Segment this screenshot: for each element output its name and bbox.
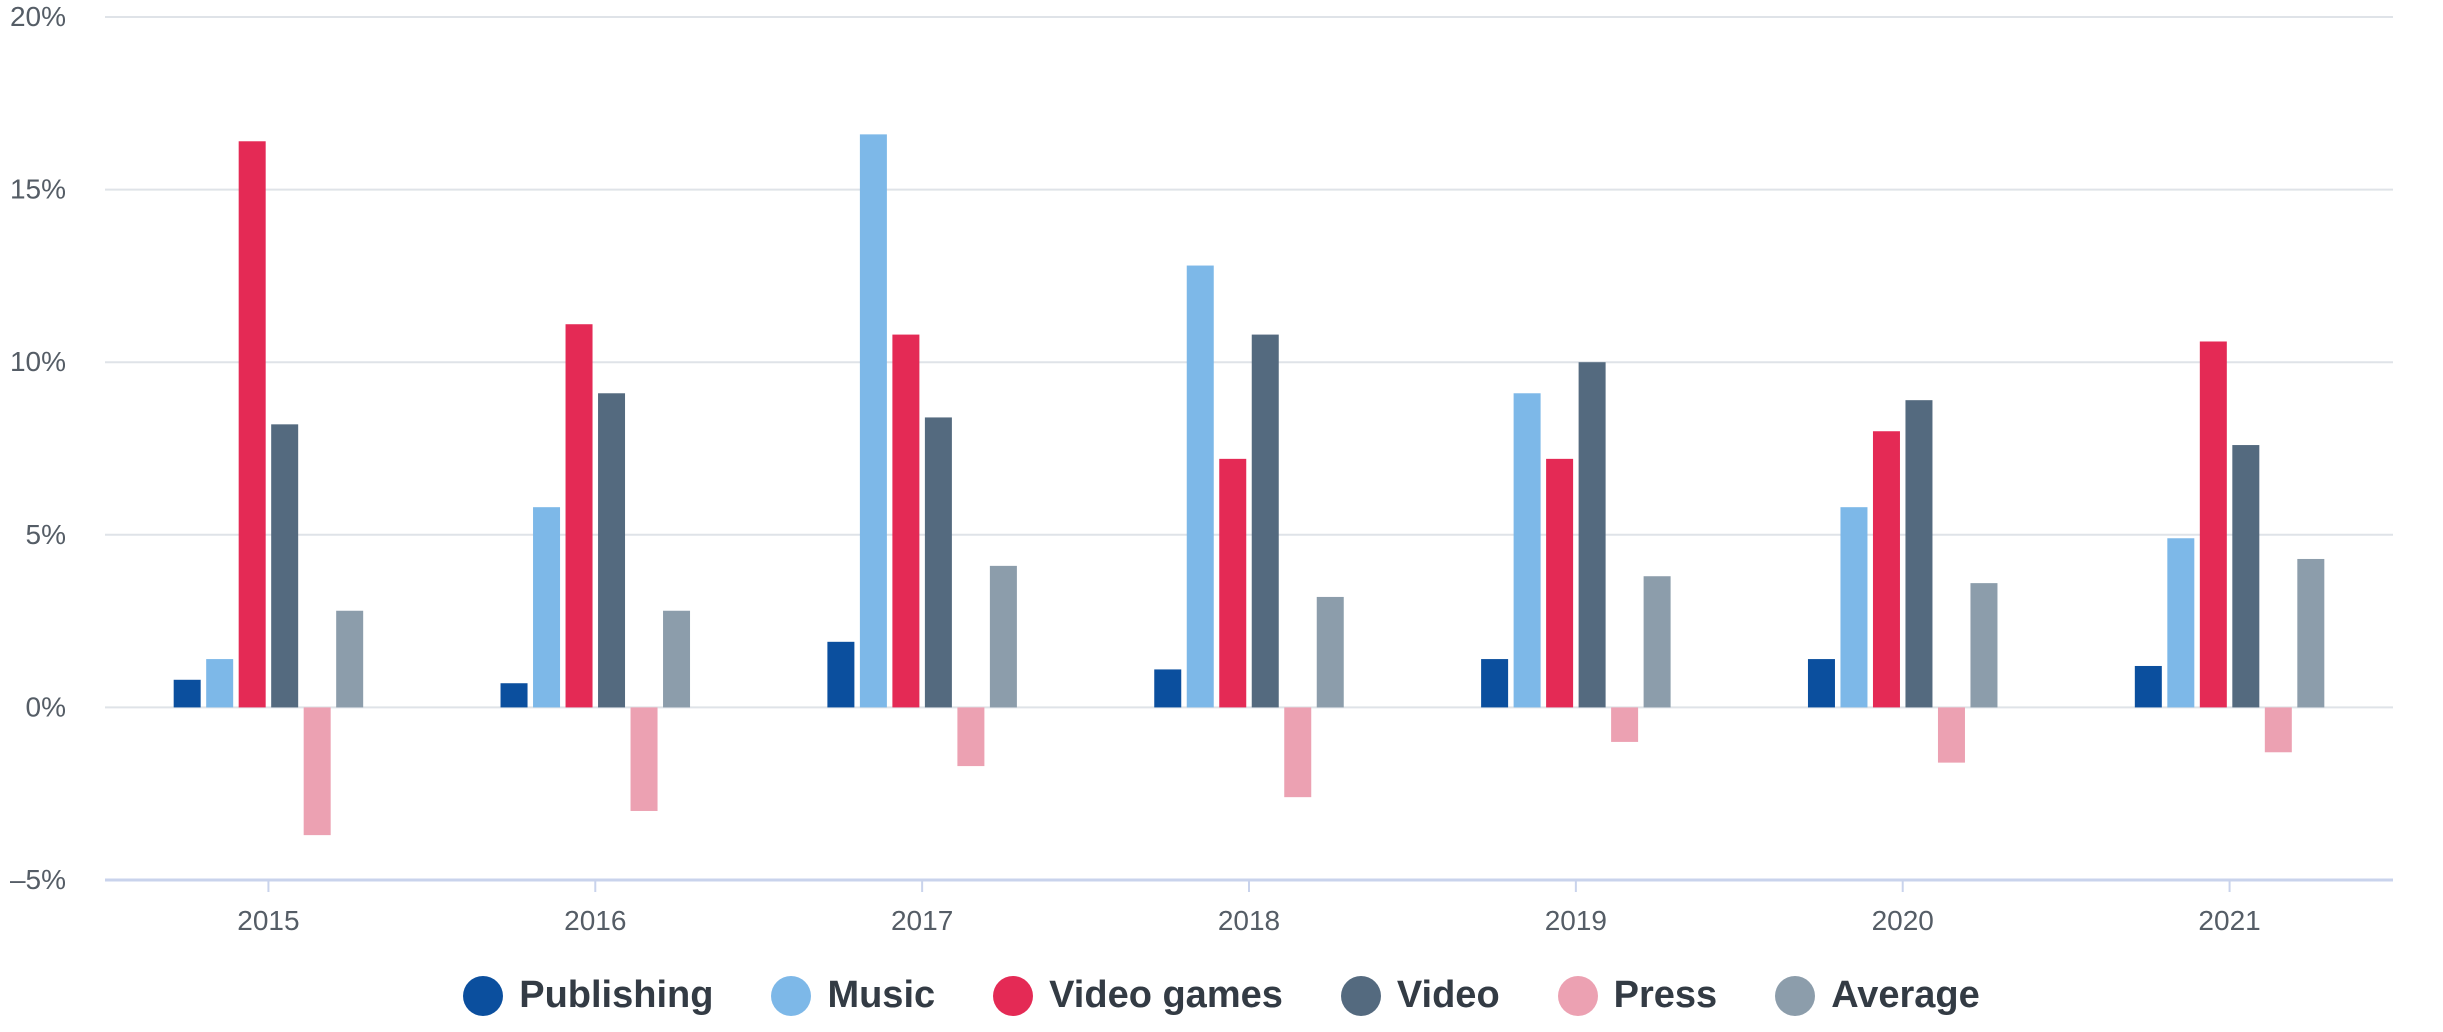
bar-music-2015: [206, 659, 234, 708]
bar-music-2016: [533, 507, 561, 708]
bar-publishing-2016: [500, 683, 528, 708]
bar-video-games-2021: [2199, 341, 2227, 708]
bar-video-2015: [271, 424, 299, 708]
bar-video-games-2016: [565, 324, 593, 708]
bar-average-2015: [336, 610, 364, 708]
x-tick-label: 2021: [2198, 905, 2260, 936]
bar-average-2021: [2297, 558, 2325, 708]
legend-label: Video games: [1049, 974, 1283, 1016]
x-tick-label: 2016: [564, 905, 626, 936]
bar-video-games-2019: [1546, 458, 1574, 708]
bar-publishing-2018: [1154, 669, 1182, 708]
bar-average-2016: [663, 610, 691, 708]
legend-label: Average: [1831, 974, 1980, 1016]
legend-item-average[interactable]: Average: [1775, 974, 1980, 1017]
bar-publishing-2021: [2134, 665, 2162, 708]
bar-press-2019: [1611, 707, 1639, 742]
bar-video-2021: [2232, 445, 2260, 708]
x-tick-label: 2015: [237, 905, 299, 936]
bar-video-games-2017: [892, 334, 920, 708]
bar-publishing-2020: [1807, 659, 1835, 708]
bar-video-2016: [598, 393, 626, 708]
x-tick-label: 2017: [891, 905, 953, 936]
bar-video-2018: [1251, 334, 1279, 708]
bar-publishing-2015: [173, 679, 201, 708]
y-tick-label: 5%: [26, 519, 66, 550]
y-axis-tick-labels: 20% 15% 10% 5% 0% –5%: [10, 1, 66, 895]
bars: [173, 134, 2325, 836]
bar-press-2018: [1284, 707, 1312, 798]
y-tick-label: 10%: [10, 346, 66, 377]
bar-press-2020: [1937, 707, 1965, 763]
legend-item-publishing[interactable]: Publishing: [463, 974, 713, 1017]
bar-video-games-2015: [238, 141, 266, 708]
y-tick-label: 15%: [10, 174, 66, 205]
legend-item-press[interactable]: Press: [1557, 974, 1718, 1017]
legend-swatch: [1340, 975, 1381, 1016]
legend-item-video[interactable]: Video: [1340, 974, 1500, 1017]
x-axis-tick-labels: 2015 2016 2017 2018 2019 2020 2021: [237, 905, 2260, 936]
bar-average-2017: [989, 565, 1017, 708]
legend-swatch: [1775, 975, 1816, 1016]
bar-publishing-2019: [1481, 659, 1509, 708]
bar-music-2018: [1186, 265, 1214, 708]
bar-music-2020: [1840, 507, 1868, 708]
y-tick-label: 20%: [10, 1, 66, 32]
legend-label: Press: [1613, 974, 1718, 1016]
bar-press-2021: [2264, 707, 2292, 753]
legend: Publishing Music Video games Video Press Aver…: [0, 974, 2443, 1017]
legend-item-video-games[interactable]: Video games: [993, 974, 1283, 1017]
y-tick-label: –5%: [10, 864, 66, 895]
bar-video-2019: [1578, 362, 1606, 708]
x-tick-label: 2018: [1218, 905, 1280, 936]
bar-average-2018: [1316, 596, 1344, 708]
bar-press-2016: [630, 707, 658, 811]
bar-average-2019: [1643, 576, 1671, 708]
bar-video-2020: [1905, 400, 1933, 708]
bar-video-games-2020: [1872, 431, 1900, 708]
legend-label: Music: [827, 974, 936, 1016]
legend-swatch: [463, 975, 504, 1016]
x-tick-label: 2020: [1872, 905, 1934, 936]
bar-press-2015: [303, 707, 331, 836]
bar-video-games-2018: [1219, 458, 1247, 708]
legend-label: Publishing: [519, 974, 714, 1016]
legend-swatch: [1557, 975, 1598, 1016]
bar-music-2017: [859, 134, 887, 708]
legend-swatch: [771, 975, 812, 1016]
legend-swatch: [993, 975, 1034, 1016]
y-tick-label: 0%: [26, 691, 66, 722]
bar-music-2019: [1513, 393, 1541, 708]
gridlines: [105, 16, 2393, 709]
legend-item-music[interactable]: Music: [771, 974, 935, 1017]
legend-label: Video: [1396, 974, 1500, 1016]
bar-publishing-2017: [827, 641, 855, 708]
bar-video-2017: [924, 417, 952, 708]
x-tick-label: 2019: [1545, 905, 1607, 936]
bar-press-2017: [957, 707, 985, 767]
bar-music-2021: [2167, 538, 2195, 708]
x-axis-ticks: [267, 880, 2231, 892]
bar-average-2020: [1970, 583, 1998, 708]
